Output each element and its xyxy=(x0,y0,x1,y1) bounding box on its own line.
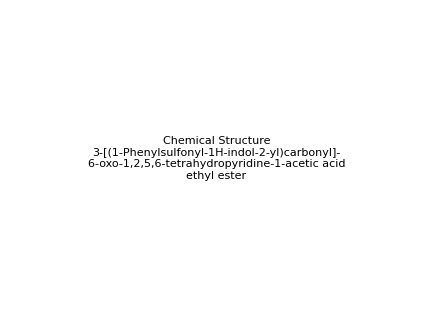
Text: Chemical Structure
3-[(1-Phenylsulfonyl-1H-indol-2-yl)carbonyl]-
6-oxo-1,2,5,6-t: Chemical Structure 3-[(1-Phenylsulfonyl-… xyxy=(88,136,345,181)
